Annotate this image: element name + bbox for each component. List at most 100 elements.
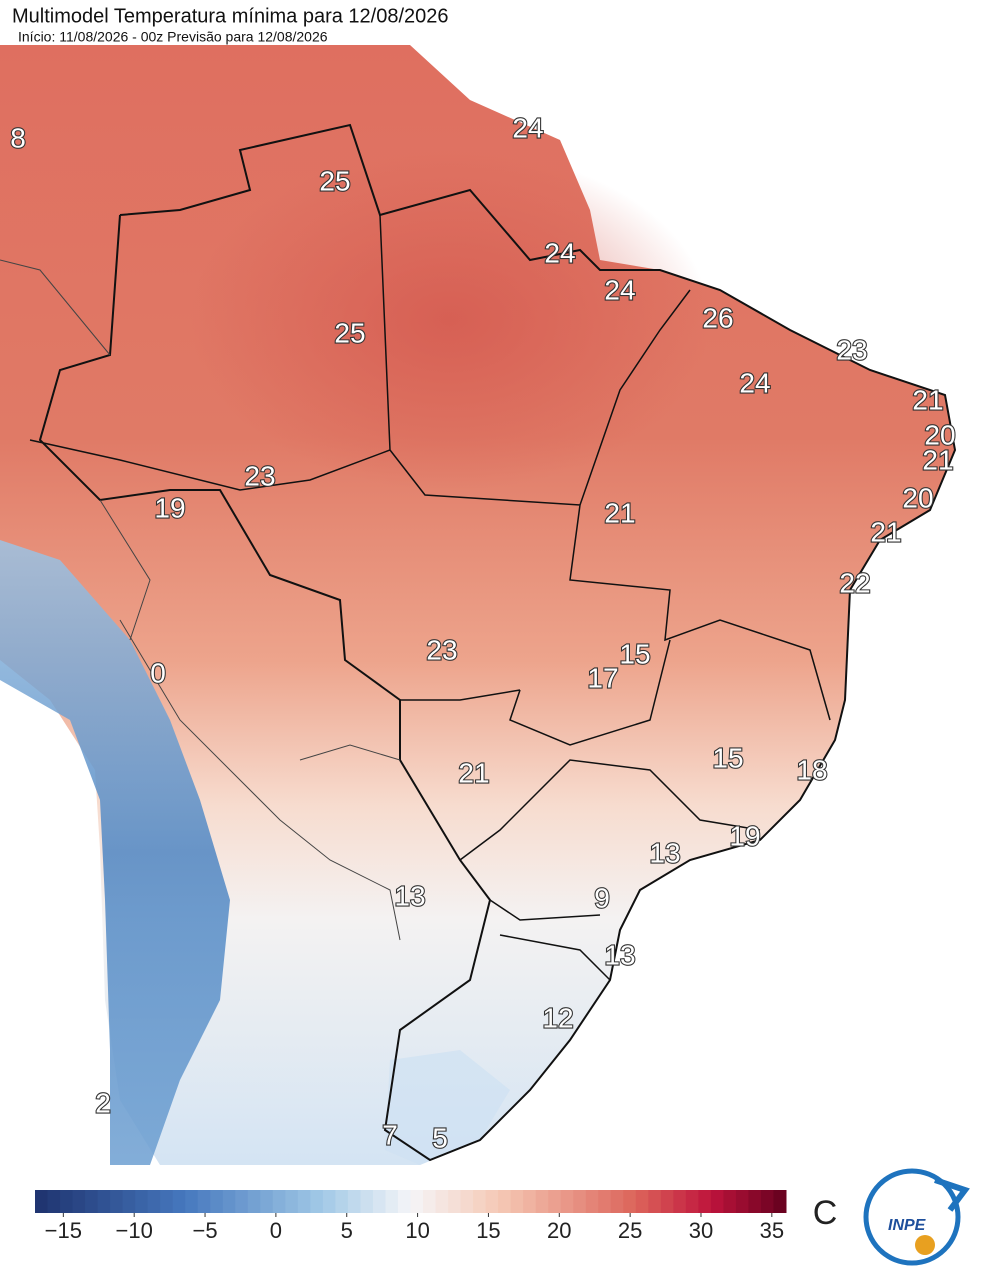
pampa-cool-region (385, 1050, 510, 1165)
colorbar-swatch (598, 1190, 612, 1213)
temperature-label: 13 (604, 939, 635, 970)
temperature-label: 21 (922, 444, 953, 475)
temperature-label: 21 (870, 516, 901, 547)
colorbar-swatch (610, 1190, 624, 1213)
colorbar-swatch (385, 1190, 399, 1213)
colorbar-swatch (160, 1190, 174, 1213)
colorbar-swatch (172, 1190, 186, 1213)
colorbar-swatch (60, 1190, 74, 1213)
colorbar-tick-label: −10 (116, 1218, 153, 1243)
colorbar-swatch (435, 1190, 449, 1213)
temperature-label: 25 (319, 165, 350, 196)
temperature-label: 20 (902, 482, 933, 513)
colorbar-swatch (535, 1190, 549, 1213)
colorbar-swatch (510, 1190, 524, 1213)
colorbar-swatch (397, 1190, 411, 1213)
colorbar-tick-label: 0 (270, 1218, 282, 1243)
colorbar-swatch (135, 1190, 149, 1213)
logo-arrow (934, 1177, 970, 1212)
colorbar-swatch (335, 1190, 349, 1213)
colorbar-swatch (548, 1190, 562, 1213)
colorbar-swatch (322, 1190, 336, 1213)
colorbar-swatch (585, 1190, 599, 1213)
temperature-label: 24 (544, 237, 575, 268)
colorbar-swatch (247, 1190, 261, 1213)
temperature-label: 17 (587, 662, 618, 693)
temperature-label: 15 (619, 638, 650, 669)
colorbar-swatch (410, 1190, 424, 1213)
colorbar-swatch (485, 1190, 499, 1213)
brazil-border (38, 123, 957, 1162)
colorbar-swatch (735, 1190, 749, 1213)
temperature-label: 25 (334, 317, 365, 348)
colorbar-swatch (97, 1190, 111, 1213)
temperature-label: 21 (912, 384, 943, 415)
colorbar-swatch (285, 1190, 299, 1213)
colorbar-swatch (310, 1190, 324, 1213)
colorbar-swatch (685, 1190, 699, 1213)
temperature-label: 19 (154, 492, 185, 523)
temperature-label: 24 (604, 274, 635, 305)
colorbar-tick-label: 35 (760, 1218, 784, 1243)
colorbar-swatch (573, 1190, 587, 1213)
colorbar-tick-label: 10 (405, 1218, 429, 1243)
colorbar-swatch (698, 1190, 712, 1213)
colorbar-swatch (673, 1190, 687, 1213)
colorbar-swatch (210, 1190, 224, 1213)
colorbar-swatch (272, 1190, 286, 1213)
colorbar-swatch (260, 1190, 274, 1213)
temperature-label: 21 (458, 757, 489, 788)
colorbar-swatch (372, 1190, 386, 1213)
colorbar-swatch (222, 1190, 236, 1213)
temperature-label: 2 (95, 1087, 111, 1118)
colorbar-swatch (723, 1190, 737, 1213)
colorbar-swatch (773, 1190, 787, 1213)
logo-text: INPE (888, 1217, 927, 1234)
temperature-label: 23 (244, 460, 275, 491)
colorbar-swatch (748, 1190, 762, 1213)
colorbar-swatch (360, 1190, 374, 1213)
colorbar-swatch (498, 1190, 512, 1213)
temperature-label: 24 (512, 112, 543, 143)
temperature-label: 23 (836, 334, 867, 365)
temperature-label: 0 (150, 657, 166, 688)
temperature-label: 26 (702, 302, 733, 333)
colorbar-tick-label: −15 (45, 1218, 82, 1243)
colorbar-tick-label: 30 (689, 1218, 713, 1243)
temperature-label: 24 (739, 367, 770, 398)
colorbar-swatch (185, 1190, 199, 1213)
colorbar-swatch (560, 1190, 574, 1213)
colorbar-swatch (47, 1190, 61, 1213)
colorbar-swatch (122, 1190, 136, 1213)
colorbar-swatch (110, 1190, 124, 1213)
colorbar-swatch (473, 1190, 487, 1213)
state-borders (29, 214, 831, 981)
temperature-label: 23 (426, 634, 457, 665)
colorbar-swatch (147, 1190, 161, 1213)
colorbar-tick-label: 5 (341, 1218, 353, 1243)
colorbar-unit: C (813, 1194, 838, 1232)
temperature-label: 9 (594, 882, 610, 913)
map (0, 45, 957, 1165)
temperature-label: 7 (382, 1119, 398, 1150)
colorbar-swatch (72, 1190, 86, 1213)
colorbar-swatch (297, 1190, 311, 1213)
temperature-label: 22 (839, 567, 870, 598)
temperature-label: 13 (394, 880, 425, 911)
colorbar-swatch (423, 1190, 437, 1213)
colorbar-swatch (523, 1190, 537, 1213)
temperature-label: 15 (712, 742, 743, 773)
temperature-label: 19 (729, 820, 760, 851)
colorbar-tick-label: 20 (547, 1218, 571, 1243)
colorbar-tick-label: 15 (476, 1218, 500, 1243)
colorbar-swatch (648, 1190, 662, 1213)
country-borders (0, 259, 401, 941)
colorbar: −15 −10 −5 0 5 10 15 20 25 30 35 (35, 1190, 787, 1243)
colorbar-tick-label: −5 (192, 1218, 217, 1243)
colorbar-tick-label: 25 (618, 1218, 642, 1243)
colorbar-swatch (710, 1190, 724, 1213)
logo-dot (915, 1235, 935, 1255)
colorbar-swatch (760, 1190, 774, 1213)
temperature-label: 21 (604, 497, 635, 528)
